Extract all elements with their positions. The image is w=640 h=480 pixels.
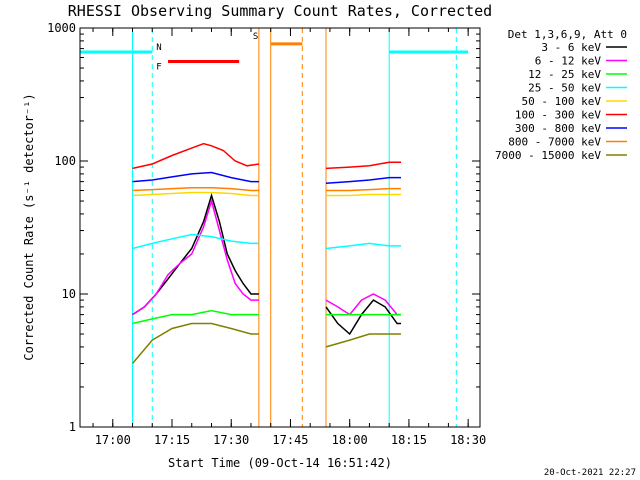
legend-label: 800 - 7000 keV [508, 136, 601, 149]
legend-label: 12 - 25 keV [528, 68, 601, 81]
legend-label: 3 - 6 keV [541, 41, 601, 54]
x-tick-label: 17:30 [213, 433, 249, 447]
series-line-4 [132, 191, 259, 197]
y-tick-label: 1 [69, 420, 76, 434]
x-tick-label: 18:00 [332, 433, 368, 447]
footer-date: 20-Oct-2021 22:27 [544, 468, 636, 478]
annotation-f: F [156, 62, 161, 72]
series-line-6 [132, 171, 259, 183]
y-tick-label: 10 [62, 287, 76, 301]
series-line-1 [132, 198, 259, 316]
y-axis-label: Corrected Count Rate (s⁻¹ detector⁻¹) [22, 93, 36, 360]
legend-label: 7000 - 15000 keV [495, 149, 601, 162]
legend-label: 300 - 800 keV [515, 122, 601, 135]
series-line-1 [325, 293, 401, 316]
x-axis: 17:00 17:15 17:30 17:45 18:00 18:15 18:30 [92, 28, 486, 447]
series-line-7 [132, 186, 259, 192]
series-line-5 [325, 161, 401, 170]
x-tick-label: 17:45 [272, 433, 308, 447]
y-tick-label: 1000 [47, 21, 76, 35]
legend-label: 25 - 50 keV [528, 82, 601, 95]
y-tick-label: 100 [54, 154, 76, 168]
x-tick-label: 18:15 [391, 433, 427, 447]
y-axis: 1 10 100 1000 [47, 21, 480, 434]
plot-area: NF S [79, 28, 469, 427]
x-axis-label: Start Time (09-Oct-14 16:51:42) [168, 456, 392, 470]
annotation-s: S [253, 32, 258, 42]
series-line-3 [132, 233, 259, 250]
series-line-6 [325, 176, 401, 185]
series-line-3 [325, 242, 401, 250]
plot-frame [79, 27, 481, 428]
annotation-n: N [156, 43, 161, 53]
chart-title: RHESSI Observing Summary Count Rates, Co… [68, 2, 492, 20]
series-line-7 [326, 187, 401, 192]
series-line-8 [131, 322, 259, 364]
series-line-8 [325, 333, 401, 348]
series-line-4 [326, 193, 401, 197]
series-line-0 [325, 299, 401, 336]
legend-label: 100 - 300 keV [515, 109, 601, 122]
x-tick-label: 17:15 [154, 433, 190, 447]
series-line-5 [132, 142, 260, 170]
x-tick-label: 18:30 [450, 433, 486, 447]
series-line-2 [132, 309, 259, 325]
legend-title: Det 1,3,6,9, Att 0 [508, 28, 627, 41]
x-tick-label: 17:00 [95, 433, 131, 447]
legend-label: 6 - 12 keV [535, 55, 602, 68]
legend-label: 50 - 100 keV [522, 95, 602, 108]
